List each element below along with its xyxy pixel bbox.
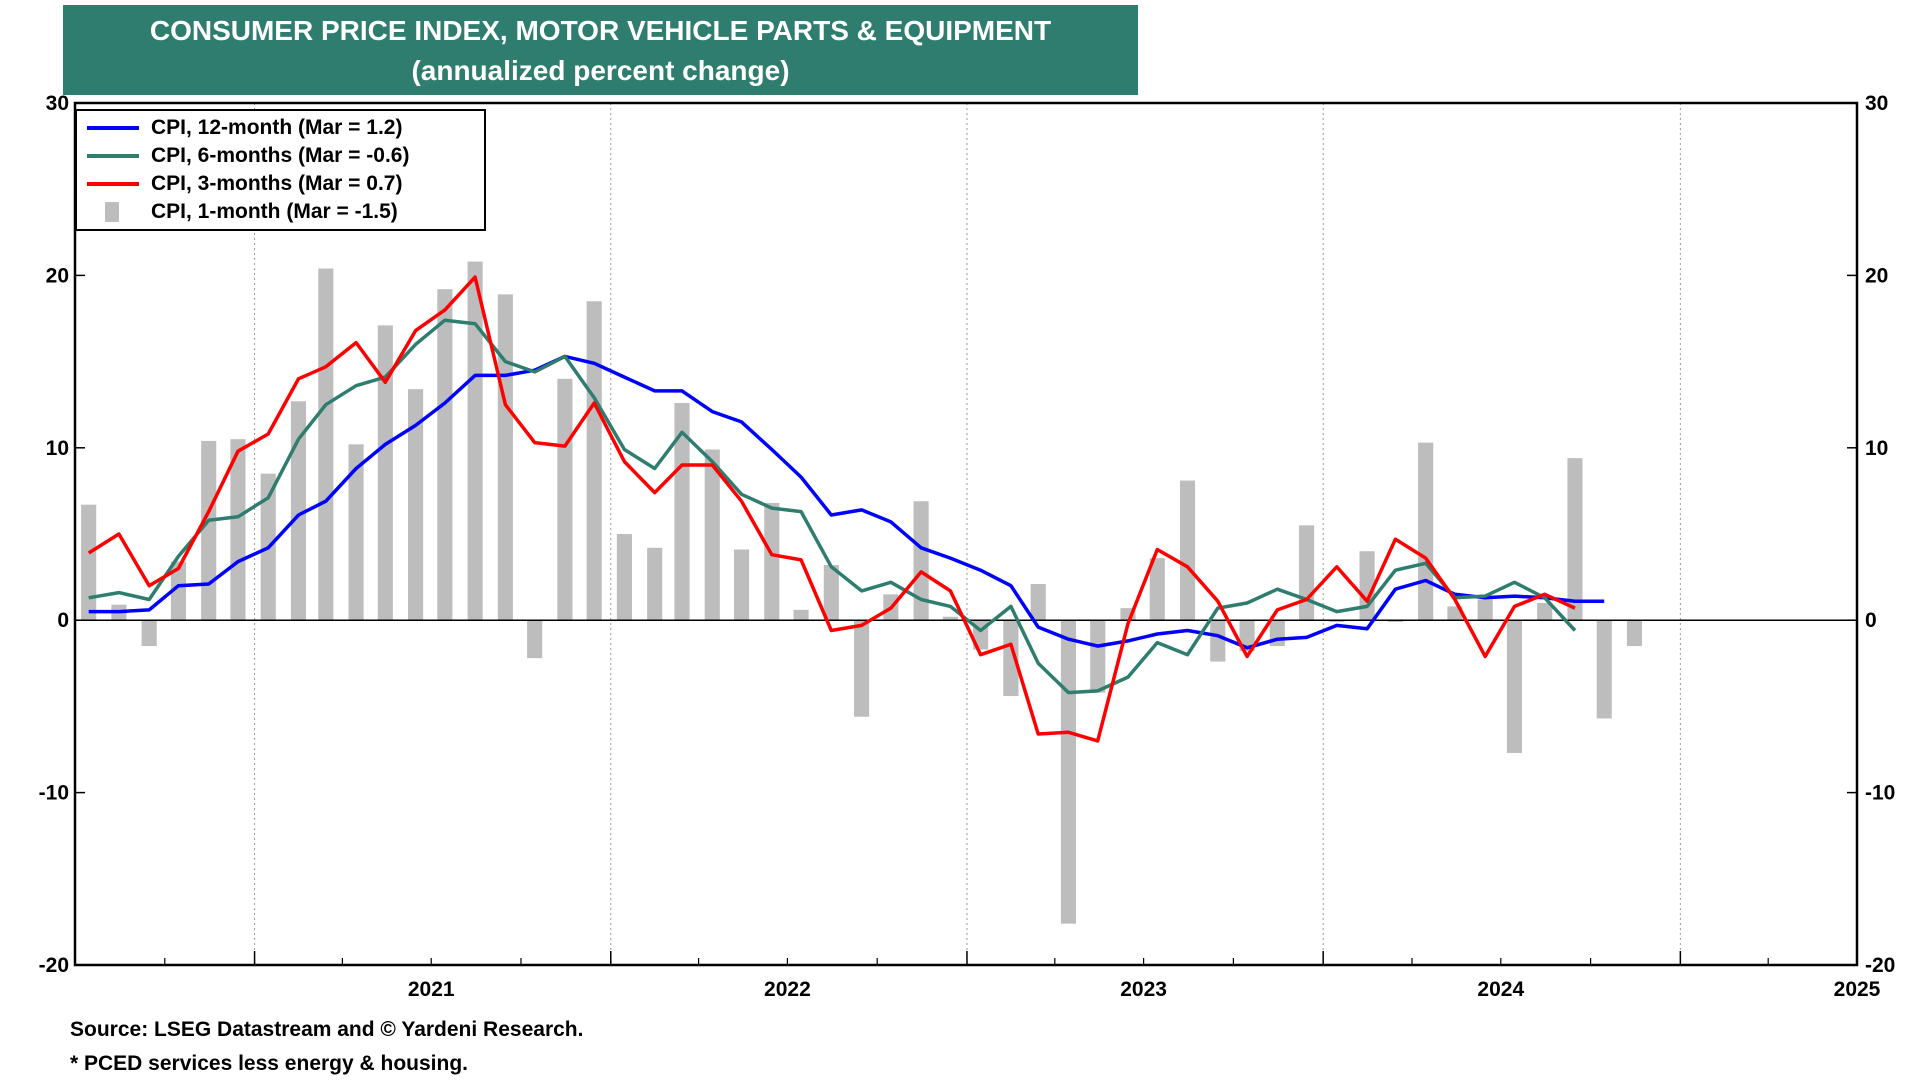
bar-cpi1-2023-07: [1149, 558, 1165, 621]
bar-cpi1-2023-08: [1179, 480, 1196, 621]
legend: CPI, 12-month (Mar = 1.2) CPI, 6-months …: [75, 109, 486, 231]
x-tick-label-2021: 2021: [408, 978, 455, 1001]
x-tick-label-2024: 2024: [1477, 978, 1524, 1001]
bar-cpi1-2024-06: [1477, 599, 1493, 621]
legend-swatch-cpi3: [87, 181, 139, 186]
y-tick-label-left--10: -10: [39, 782, 69, 805]
legend-item-cpi6: CPI, 6-months (Mar = -0.6): [87, 142, 409, 169]
y-tick-label-right-10: 10: [1865, 437, 1888, 460]
bar-cpi1-2022-02: [647, 547, 663, 621]
bar-cpi1-2020-10: [170, 561, 187, 621]
bar-cpi1-2021-07: [437, 289, 453, 621]
y-tick-label-right--20: -20: [1865, 954, 1895, 977]
bar-cpi1-2024-08: [1537, 602, 1553, 621]
legend-label-cpi1: CPI, 1-month (Mar = -1.5): [151, 199, 398, 223]
line-cpi6: [88, 318, 1577, 695]
bar-cpi1-2022-09: [854, 620, 870, 717]
bar-cpi1-2021-08: [467, 261, 483, 621]
bar-cpi1-2022-07: [793, 609, 809, 621]
plot-frame: [73, 101, 1859, 967]
bar-cpi1-2022-04: [704, 449, 720, 621]
bar-cpi1-2021-09: [497, 294, 513, 621]
bar-cpi1-2020-12: [230, 439, 246, 621]
bar-cpi1-2024-07: [1506, 620, 1523, 753]
chart-title-line1: CONSUMER PRICE INDEX, MOTOR VEHICLE PART…: [149, 15, 1052, 46]
bar-cpi1-2022-12: [942, 616, 958, 621]
y-tick-label-left-30: 30: [46, 92, 69, 115]
bar-cpi1-2024-09: [1567, 458, 1583, 621]
legend-label-cpi12: CPI, 12-month (Mar = 1.2): [151, 115, 403, 139]
y-tick-label-left-10: 10: [46, 437, 69, 460]
bar-cpi1-2023-10: [1239, 620, 1255, 652]
bar-cpi1-2023-12: [1299, 525, 1315, 621]
y-tick-label-right-30: 30: [1865, 92, 1888, 115]
legend-label-cpi6: CPI, 6-months (Mar = -0.6): [151, 143, 410, 167]
legend-label-cpi3: CPI, 3-months (Mar = 0.7): [151, 171, 403, 195]
bar-cpi1-2022-01: [616, 534, 632, 621]
bar-cpi1-2021-12: [586, 301, 602, 621]
bar-cpi1-2021-02: [290, 401, 307, 621]
bars-group: [81, 261, 1643, 924]
bar-cpi1-2023-05: [1090, 620, 1106, 693]
bar-cpi1-2021-11: [557, 378, 573, 621]
bar-cpi1-2022-08: [823, 565, 839, 621]
bar-cpi1-2020-09: [141, 620, 157, 647]
bar-cpi1-2023-03: [1030, 583, 1046, 621]
y-tick-label-left-0: 0: [57, 609, 69, 632]
bar-cpi1-2021-04: [348, 444, 364, 621]
bar-cpi1-2022-03: [674, 402, 690, 621]
bar-cpi1-2021-06: [408, 389, 424, 621]
bar-cpi1-2022-05: [733, 549, 750, 621]
y-tick-label-right--10: -10: [1865, 782, 1895, 805]
y-tick-label-left-20: 20: [46, 264, 69, 287]
x-tick-label-2023: 2023: [1120, 978, 1167, 1001]
x-axis: 2021 2022 2023 2024 2025: [164, 951, 1881, 1001]
legend-swatch-cpi1: [105, 201, 119, 222]
legend-item-cpi1: CPI, 1-month (Mar = -1.5): [87, 198, 398, 225]
bar-cpi1-2020-11: [201, 440, 217, 621]
y-tick-label-right-20: 20: [1865, 264, 1888, 287]
bar-cpi1-2023-02: [1003, 620, 1019, 697]
bar-cpi1-2022-11: [913, 501, 929, 621]
bar-cpi1-2021-05: [377, 325, 393, 621]
bar-cpi1-2024-03: [1387, 620, 1403, 622]
bar-cpi1-2021-03: [318, 268, 334, 621]
legend-item-cpi3: CPI, 3-months (Mar = 0.7): [87, 170, 402, 197]
x-tick-label-2022: 2022: [764, 978, 811, 1001]
bar-cpi1-2023-09: [1210, 620, 1226, 662]
line-cpi12: [88, 354, 1605, 650]
y-ticks-left: -20 -10 0 10 20 30: [39, 92, 85, 977]
legend-item-cpi12: CPI, 12-month (Mar = 1.2): [87, 114, 402, 141]
x-tick-label-2025: 2025: [1834, 978, 1881, 1001]
bar-cpi1-2024-04: [1418, 442, 1434, 621]
grid-group: [254, 103, 1681, 965]
line-cpi3: [87, 275, 1576, 743]
bar-cpi1-2021-10: [527, 620, 543, 659]
lines-group: [87, 275, 1605, 743]
source-note: Source: LSEG Datastream and © Yardeni Re…: [70, 1018, 584, 1041]
y-tick-label-left--20: -20: [39, 954, 69, 977]
bar-cpi1-2022-06: [764, 502, 780, 621]
footnote: * PCED services less energy & housing.: [70, 1052, 468, 1075]
legend-swatch-cpi12: [87, 125, 139, 130]
chart-title: CONSUMER PRICE INDEX, MOTOR VEHICLE PART…: [63, 5, 1138, 95]
legend-swatch-cpi6: [87, 153, 139, 158]
bar-cpi1-2024-01: [1329, 620, 1345, 622]
bar-cpi1-2020-07: [81, 504, 97, 621]
chart-title-line2: (annualized percent change): [411, 55, 790, 86]
y-ticks-right: -20 -10 0 10 20 30: [1847, 92, 1895, 977]
y-tick-label-right-0: 0: [1865, 609, 1877, 632]
bar-cpi1-2023-04: [1060, 620, 1077, 924]
bar-cpi1-2024-10: [1596, 620, 1612, 719]
bar-cpi1-2024-11: [1626, 620, 1643, 647]
